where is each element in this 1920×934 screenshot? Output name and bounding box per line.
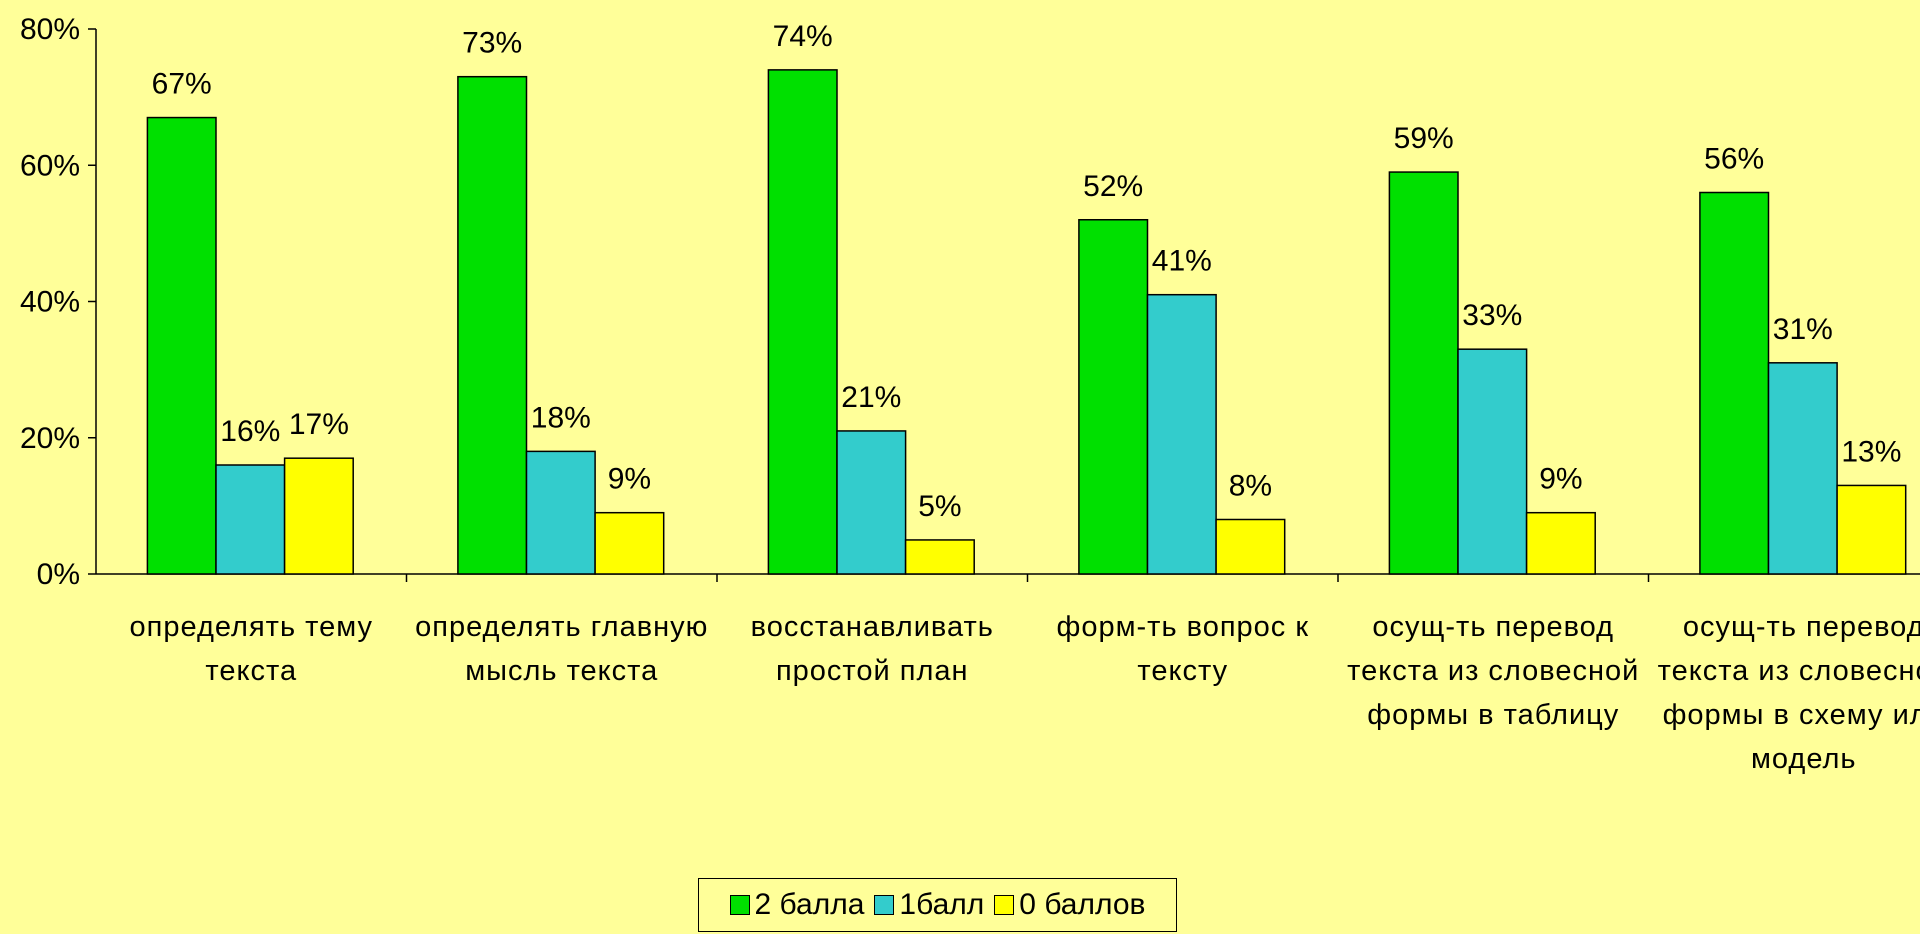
value-label: 56%: [1704, 143, 1764, 176]
bar: [1836, 484, 1907, 575]
value-label: 8%: [1229, 470, 1272, 503]
legend-label: 1балл: [899, 888, 985, 921]
value-label: 31%: [1773, 313, 1833, 346]
value-label: 67%: [152, 68, 212, 101]
legend-item: 0 баллов: [994, 888, 1145, 922]
value-label: 73%: [462, 27, 522, 60]
x-tick-label: форм-ть вопрос к тексту: [1056, 611, 1310, 687]
bar: [1215, 518, 1286, 575]
x-tick-label: восстанавливать простой план: [750, 611, 994, 687]
value-label: 52%: [1083, 170, 1143, 203]
bar: [1078, 219, 1149, 575]
value-label: 9%: [1539, 463, 1582, 496]
bar: [215, 464, 286, 575]
legend: 2 балла 1балл 0 баллов: [698, 878, 1177, 932]
bar: [525, 450, 596, 575]
x-tick-label: осущ-ть перевод текста из словесной форм…: [1657, 611, 1920, 775]
bar: [1457, 348, 1528, 575]
legend-item: 1балл: [874, 888, 984, 922]
y-tick-label: 40%: [20, 286, 80, 319]
bar: [594, 511, 665, 575]
bar: [1388, 171, 1459, 575]
bar: [146, 116, 217, 575]
legend-label: 0 баллов: [1019, 888, 1146, 921]
legend-swatch: [874, 895, 895, 915]
bar: [1525, 511, 1596, 575]
value-label: 13%: [1841, 435, 1901, 468]
x-tick-label: осущ-ть перевод текста из словесной форм…: [1347, 611, 1640, 731]
value-label: 17%: [289, 408, 349, 441]
bar: [1767, 362, 1838, 575]
y-tick-label: 60%: [20, 149, 80, 182]
value-label: 33%: [1462, 299, 1522, 332]
bar: [283, 457, 354, 575]
y-tick-label: 80%: [20, 13, 80, 46]
y-tick-label: 20%: [20, 422, 80, 455]
legend-item: 2 балла: [729, 888, 865, 922]
bar: [836, 430, 907, 575]
legend-swatch: [729, 895, 750, 915]
legend-label: 2 балла: [754, 888, 865, 921]
value-label: 21%: [841, 381, 901, 414]
bar: [904, 539, 975, 575]
value-label: 41%: [1152, 245, 1212, 278]
value-label: 59%: [1394, 122, 1454, 155]
legend-swatch: [994, 895, 1015, 915]
x-tick-label: определять главную мысль текста: [415, 611, 709, 687]
bar: [1699, 191, 1770, 575]
value-label: 74%: [773, 20, 833, 53]
x-tick-label: определять тему текста: [129, 611, 373, 687]
value-label: 9%: [608, 463, 651, 496]
bar: [457, 75, 528, 575]
bar: [1146, 293, 1217, 575]
value-label: 5%: [918, 490, 961, 523]
y-tick-label: 0%: [37, 558, 80, 591]
bar: [767, 69, 838, 575]
value-label: 16%: [220, 415, 280, 448]
value-label: 18%: [531, 401, 591, 434]
